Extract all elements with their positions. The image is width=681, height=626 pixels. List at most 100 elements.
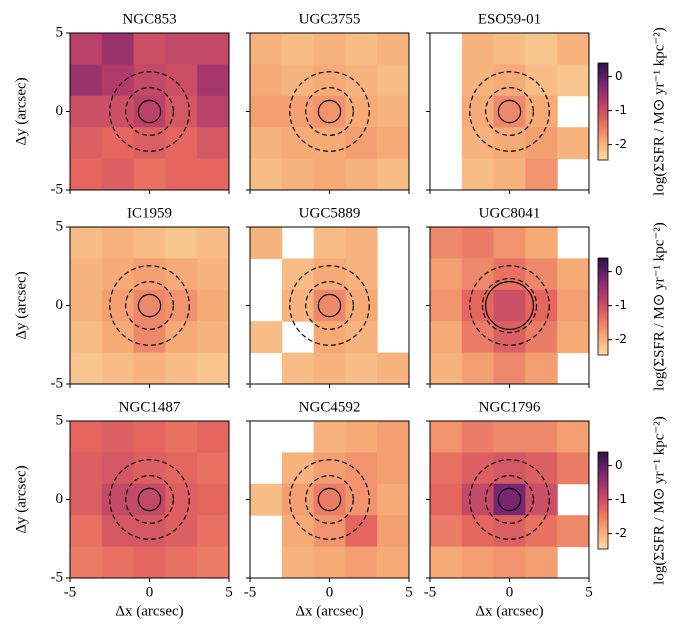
pixel: [282, 159, 314, 191]
pixel: [102, 227, 134, 259]
pixel: [525, 421, 557, 453]
pixel: [377, 159, 409, 191]
pixel: [430, 484, 462, 516]
pixel: [314, 258, 346, 290]
pixel: [102, 515, 134, 547]
panel-title: NGC1487: [119, 399, 181, 415]
pixel: [345, 33, 377, 65]
chart: NGC853-505Δy (arcsec)UGC3755ESO59-01IC19…: [0, 0, 681, 626]
pixel: [70, 547, 102, 579]
pixel: [102, 159, 134, 191]
pixel: [314, 452, 346, 484]
pixel: [197, 64, 229, 96]
pixel: [494, 64, 526, 96]
pixel: [345, 547, 377, 579]
pixel: [197, 33, 229, 65]
y-tick-label: 0: [56, 103, 64, 119]
pixel: [165, 127, 197, 159]
pixel: [70, 33, 102, 65]
x-tick-label: 0: [506, 584, 514, 600]
pixel: [197, 547, 229, 579]
x-axis-label: Δx (arcsec): [115, 603, 183, 619]
pixel: [525, 321, 557, 353]
pixel: [165, 258, 197, 290]
pixel: [70, 127, 102, 159]
pixel: [250, 96, 282, 128]
pixel: [430, 290, 462, 322]
pixel: [494, 290, 526, 322]
pixel: [282, 515, 314, 547]
pixel: [377, 452, 409, 484]
pixel: [197, 96, 229, 128]
pixel: [430, 321, 462, 353]
pixel: [282, 353, 314, 385]
pixel: [494, 547, 526, 579]
pixel: [102, 64, 134, 96]
pixel: [494, 452, 526, 484]
colorbar: [598, 258, 608, 355]
pixel: [165, 64, 197, 96]
pixel: [557, 33, 589, 65]
pixel: [282, 290, 314, 322]
pixel: [282, 64, 314, 96]
pixel: [377, 353, 409, 385]
pixel: [557, 515, 589, 547]
pixel: [377, 484, 409, 516]
pixel: [377, 96, 409, 128]
pixel: [525, 33, 557, 65]
colorbar-tick-label: -2: [615, 526, 627, 540]
pixel: [462, 452, 494, 484]
pixel: [165, 353, 197, 385]
pixel: [345, 452, 377, 484]
pixel: [70, 515, 102, 547]
panel-title: UGC5889: [299, 205, 361, 221]
pixel: [102, 547, 134, 579]
pixel: [165, 547, 197, 579]
pixel: [377, 547, 409, 579]
pixel: [377, 127, 409, 159]
panel-title: UGC8041: [479, 205, 541, 221]
pixel: [377, 421, 409, 453]
pixel: [430, 547, 462, 579]
colorbar-label: log(ΣSFR / M⊙ yr⁻¹ kpc⁻²): [651, 222, 667, 391]
pixel: [345, 127, 377, 159]
panel-title: ESO59-01: [478, 11, 541, 27]
colorbar-tick-label: 0: [615, 264, 623, 278]
pixel: [462, 547, 494, 579]
pixel: [197, 159, 229, 191]
colorbar-tick-label: 0: [615, 458, 623, 472]
x-tick-label: 0: [326, 584, 334, 600]
pixel: [525, 515, 557, 547]
pixel: [102, 127, 134, 159]
pixel: [134, 421, 166, 453]
pixel: [494, 33, 526, 65]
colorbar-tick-label: -2: [615, 137, 627, 151]
pixel: [70, 353, 102, 385]
pixel: [197, 421, 229, 453]
y-axis-label: Δy (arcsec): [13, 77, 29, 145]
pixel: [314, 64, 346, 96]
pixel: [462, 127, 494, 159]
y-tick-label: 5: [56, 24, 64, 40]
panel-title: NGC853: [122, 11, 176, 27]
pixel: [165, 321, 197, 353]
pixel: [250, 227, 282, 259]
x-tick-label: 5: [405, 584, 413, 600]
pixel: [250, 127, 282, 159]
pixel: [70, 258, 102, 290]
y-tick-label: 0: [56, 297, 64, 313]
colorbar-label: log(ΣSFR / M⊙ yr⁻¹ kpc⁻²): [651, 416, 667, 585]
pixel: [345, 64, 377, 96]
y-tick-label: 5: [56, 218, 64, 234]
pixel: [345, 321, 377, 353]
x-tick-label: -5: [244, 584, 257, 600]
pixel: [70, 321, 102, 353]
pixel: [102, 290, 134, 322]
pixel: [165, 421, 197, 453]
pixel: [70, 484, 102, 516]
x-axis-label: Δx (arcsec): [295, 603, 363, 619]
pixel: [525, 127, 557, 159]
pixel: [525, 452, 557, 484]
pixel: [525, 159, 557, 191]
pixel: [462, 321, 494, 353]
